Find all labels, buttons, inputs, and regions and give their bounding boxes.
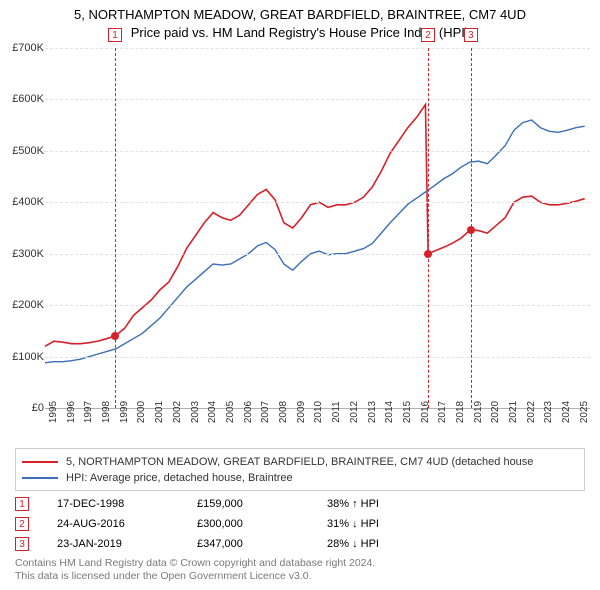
series-property: [45, 105, 585, 347]
marker-number-box: 1: [108, 28, 122, 42]
x-tick-label: 2005: [225, 401, 236, 423]
marker-number-box: 2: [421, 28, 435, 42]
marker-row: 2 24-AUG-2016 £300,000 31% ↓ HPI: [15, 514, 585, 534]
title-block: 5, NORTHAMPTON MEADOW, GREAT BARDFIELD, …: [0, 0, 600, 41]
legend-row-property: 5, NORTHAMPTON MEADOW, GREAT BARDFIELD, …: [22, 454, 578, 470]
gridline: [45, 151, 590, 152]
x-tick-label: 2001: [154, 401, 165, 423]
gridline: [45, 202, 590, 203]
x-tick-label: 2020: [490, 401, 501, 423]
marker-vline: [115, 48, 116, 408]
y-tick-label: £0: [0, 402, 44, 414]
marker-badge: 1: [15, 497, 29, 511]
marker-badge: 2: [15, 517, 29, 531]
x-tick-label: 2017: [437, 401, 448, 423]
gridline: [45, 254, 590, 255]
x-tick-label: 2003: [190, 401, 201, 423]
marker-pct: 38% ↑ HPI: [327, 498, 447, 510]
x-tick-label: 1997: [83, 401, 94, 423]
footer-line1: Contains HM Land Registry data © Crown c…: [15, 557, 375, 571]
x-tick-label: 2024: [561, 401, 572, 423]
line-svg: [45, 48, 590, 408]
legend-swatch: [22, 461, 58, 463]
x-tick-label: 1999: [119, 401, 130, 423]
footer-line2: This data is licensed under the Open Gov…: [15, 570, 375, 584]
marker-row: 1 17-DEC-1998 £159,000 38% ↑ HPI: [15, 494, 585, 514]
marker-dot: [424, 250, 432, 258]
y-tick-label: £500K: [0, 145, 44, 157]
x-tick-label: 2009: [296, 401, 307, 423]
y-tick-label: £300K: [0, 248, 44, 260]
x-tick-label: 2016: [420, 401, 431, 423]
x-tick-label: 2011: [331, 401, 342, 423]
y-tick-label: £700K: [0, 42, 44, 54]
marker-row: 3 23-JAN-2019 £347,000 28% ↓ HPI: [15, 534, 585, 554]
marker-pct: 31% ↓ HPI: [327, 518, 447, 530]
y-tick-label: £600K: [0, 93, 44, 105]
marker-price: £159,000: [197, 498, 327, 510]
x-tick-label: 2022: [526, 401, 537, 423]
marker-table: 1 17-DEC-1998 £159,000 38% ↑ HPI 2 24-AU…: [15, 494, 585, 554]
x-tick-label: 2021: [508, 401, 519, 423]
title-subtitle: Price paid vs. HM Land Registry's House …: [0, 24, 600, 42]
x-tick-label: 2019: [473, 401, 484, 423]
gridline: [45, 305, 590, 306]
footer-attribution: Contains HM Land Registry data © Crown c…: [15, 557, 375, 584]
x-tick-label: 2004: [207, 401, 218, 423]
marker-number-box: 3: [464, 28, 478, 42]
x-tick-label: 2008: [278, 401, 289, 423]
legend-box: 5, NORTHAMPTON MEADOW, GREAT BARDFIELD, …: [15, 448, 585, 491]
x-tick-label: 1996: [66, 401, 77, 423]
x-tick-label: 2012: [349, 401, 360, 423]
x-tick-label: 2010: [313, 401, 324, 423]
x-tick-label: 2025: [579, 401, 590, 423]
y-tick-label: £400K: [0, 196, 44, 208]
marker-badge: 3: [15, 537, 29, 551]
marker-dot: [467, 226, 475, 234]
gridline: [45, 48, 590, 49]
legend-label: 5, NORTHAMPTON MEADOW, GREAT BARDFIELD, …: [66, 456, 533, 468]
x-tick-label: 2014: [384, 401, 395, 423]
y-tick-label: £200K: [0, 299, 44, 311]
gridline: [45, 99, 590, 100]
marker-price: £300,000: [197, 518, 327, 530]
marker-date: 24-AUG-2016: [57, 518, 197, 530]
legend-swatch: [22, 477, 58, 479]
x-tick-label: 2013: [367, 401, 378, 423]
marker-price: £347,000: [197, 538, 327, 550]
x-tick-label: 2018: [455, 401, 466, 423]
y-tick-label: £100K: [0, 351, 44, 363]
legend-label: HPI: Average price, detached house, Brai…: [66, 472, 293, 484]
x-tick-label: 2006: [243, 401, 254, 423]
legend-row-hpi: HPI: Average price, detached house, Brai…: [22, 470, 578, 486]
marker-dot: [111, 332, 119, 340]
x-tick-label: 2000: [136, 401, 147, 423]
plot-area: [45, 48, 590, 409]
title-address: 5, NORTHAMPTON MEADOW, GREAT BARDFIELD, …: [0, 6, 600, 24]
x-tick-label: 2002: [172, 401, 183, 423]
x-tick-label: 2007: [260, 401, 271, 423]
marker-pct: 28% ↓ HPI: [327, 538, 447, 550]
marker-vline: [428, 48, 429, 408]
x-tick-label: 2015: [402, 401, 413, 423]
x-tick-label: 2023: [543, 401, 554, 423]
x-tick-label: 1995: [48, 401, 59, 423]
marker-date: 23-JAN-2019: [57, 538, 197, 550]
x-tick-label: 1998: [101, 401, 112, 423]
chart-container: 5, NORTHAMPTON MEADOW, GREAT BARDFIELD, …: [0, 0, 600, 590]
marker-date: 17-DEC-1998: [57, 498, 197, 510]
gridline: [45, 357, 590, 358]
